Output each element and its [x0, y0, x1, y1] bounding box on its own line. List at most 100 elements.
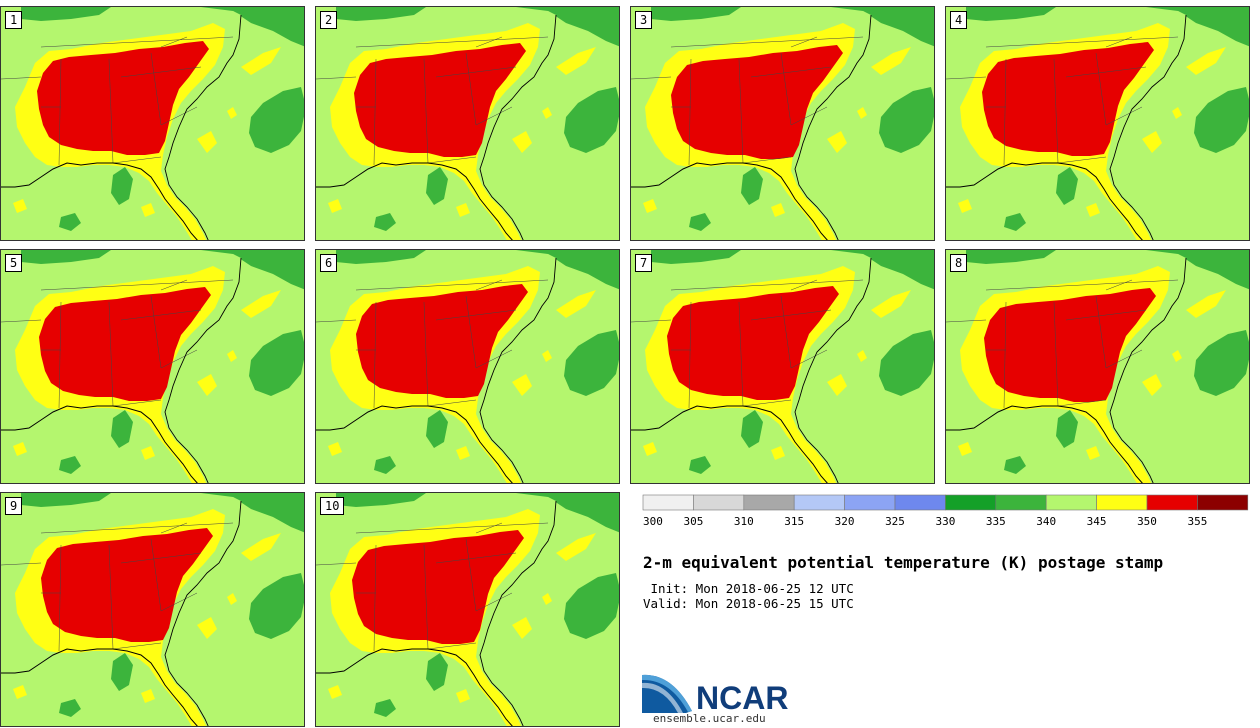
state-border — [40, 522, 234, 534]
state-border — [160, 36, 188, 48]
state-border — [423, 301, 429, 407]
page-title: 2-m equivalent potential temperature (K)… — [643, 553, 1164, 572]
state-border — [160, 522, 188, 534]
map-panel-6: 6 — [315, 249, 620, 484]
member-number: 3 — [635, 11, 653, 29]
state-border — [946, 319, 987, 323]
state-border — [475, 522, 503, 534]
cool-region — [651, 7, 741, 21]
colorbar-tick-label: 355 — [1187, 515, 1207, 528]
state-border — [373, 58, 377, 166]
cool-region — [689, 456, 711, 474]
hot-region — [984, 288, 1156, 402]
state-border — [1105, 106, 1143, 126]
map-panel-4: 4 — [945, 6, 1250, 241]
hot-region — [41, 528, 213, 642]
warm-patch — [542, 593, 552, 605]
warm-patch — [871, 47, 911, 75]
map-graphic — [1, 250, 304, 483]
map-graphic — [946, 250, 1249, 483]
member-number: 7 — [635, 254, 653, 272]
warm-patch — [141, 203, 155, 217]
warm-patch — [227, 593, 237, 605]
state-border — [1065, 66, 1147, 78]
map-panel-5: 5 — [0, 249, 305, 484]
colorbar-tick-label: 330 — [935, 515, 955, 528]
state-border — [1095, 52, 1107, 126]
hot-region — [354, 43, 526, 157]
state-border — [1, 562, 42, 566]
state-border — [108, 544, 114, 650]
warm-patch — [827, 131, 847, 153]
state-border — [688, 301, 692, 409]
gulf-coastline — [1, 405, 198, 483]
cool-region — [564, 573, 619, 639]
cool-region — [201, 493, 304, 533]
map-graphic — [946, 7, 1249, 240]
colorbar-bin — [1096, 494, 1148, 511]
warm-patch — [241, 47, 281, 75]
warm-patch — [227, 107, 237, 119]
valid-time: Valid: Mon 2018-06-25 15 UTC — [643, 596, 854, 611]
member-number: 5 — [5, 254, 23, 272]
state-border — [790, 36, 818, 48]
cool-region — [831, 7, 934, 47]
cool-region — [374, 456, 396, 474]
cool-region — [336, 7, 426, 21]
state-border — [435, 66, 517, 78]
cool-region — [21, 493, 111, 507]
warm-patch — [241, 290, 281, 318]
state-border — [355, 279, 549, 291]
state-border — [427, 156, 477, 164]
warm-patch — [1186, 290, 1226, 318]
warm-patch — [1172, 350, 1182, 362]
cool-region — [201, 250, 304, 290]
warm-patch — [556, 533, 596, 561]
state-border — [1065, 309, 1147, 321]
colorbar-tick-label: 305 — [683, 515, 703, 528]
hot-region — [39, 287, 211, 401]
state-border — [316, 76, 357, 80]
gulf-coastline — [946, 162, 1143, 240]
cool-region — [564, 330, 619, 396]
cool-region — [831, 250, 934, 290]
member-number: 4 — [950, 11, 968, 29]
member-number: 8 — [950, 254, 968, 272]
warm-patch — [241, 533, 281, 561]
warm-patch — [328, 685, 342, 699]
cool-region — [1194, 330, 1249, 396]
cool-region — [201, 7, 304, 47]
warm-patch — [512, 374, 532, 396]
cool-region — [249, 87, 304, 153]
warm-patch — [328, 199, 342, 213]
map-graphic — [1, 493, 304, 726]
state-border — [790, 106, 828, 126]
state-border — [1105, 279, 1133, 291]
state-border — [985, 279, 1179, 291]
state-border — [790, 279, 818, 291]
state-border — [58, 544, 62, 652]
state-border — [435, 309, 517, 321]
colorbar-tick-label: 310 — [734, 515, 754, 528]
cool-region — [1056, 167, 1078, 205]
ncar-logo: NCAR — [642, 674, 788, 713]
colorbar-bin — [693, 494, 745, 511]
map-panel-7: 7 — [630, 249, 935, 484]
member-number: 10 — [320, 497, 345, 515]
state-border — [475, 36, 503, 48]
atlantic-coastline — [479, 257, 557, 483]
warm-patch — [1086, 446, 1100, 460]
cool-region — [59, 213, 81, 231]
member-number: 2 — [320, 11, 338, 29]
site-url: ensemble.ucar.edu — [653, 712, 766, 725]
state-border — [1, 76, 42, 80]
warm-patch — [871, 290, 911, 318]
member-number: 1 — [5, 11, 23, 29]
cool-region — [516, 250, 619, 290]
cool-region — [336, 493, 426, 507]
warm-patch — [958, 442, 972, 456]
warm-patch — [197, 617, 217, 639]
warm-patch — [542, 107, 552, 119]
member-number: 6 — [320, 254, 338, 272]
state-border — [780, 52, 792, 126]
